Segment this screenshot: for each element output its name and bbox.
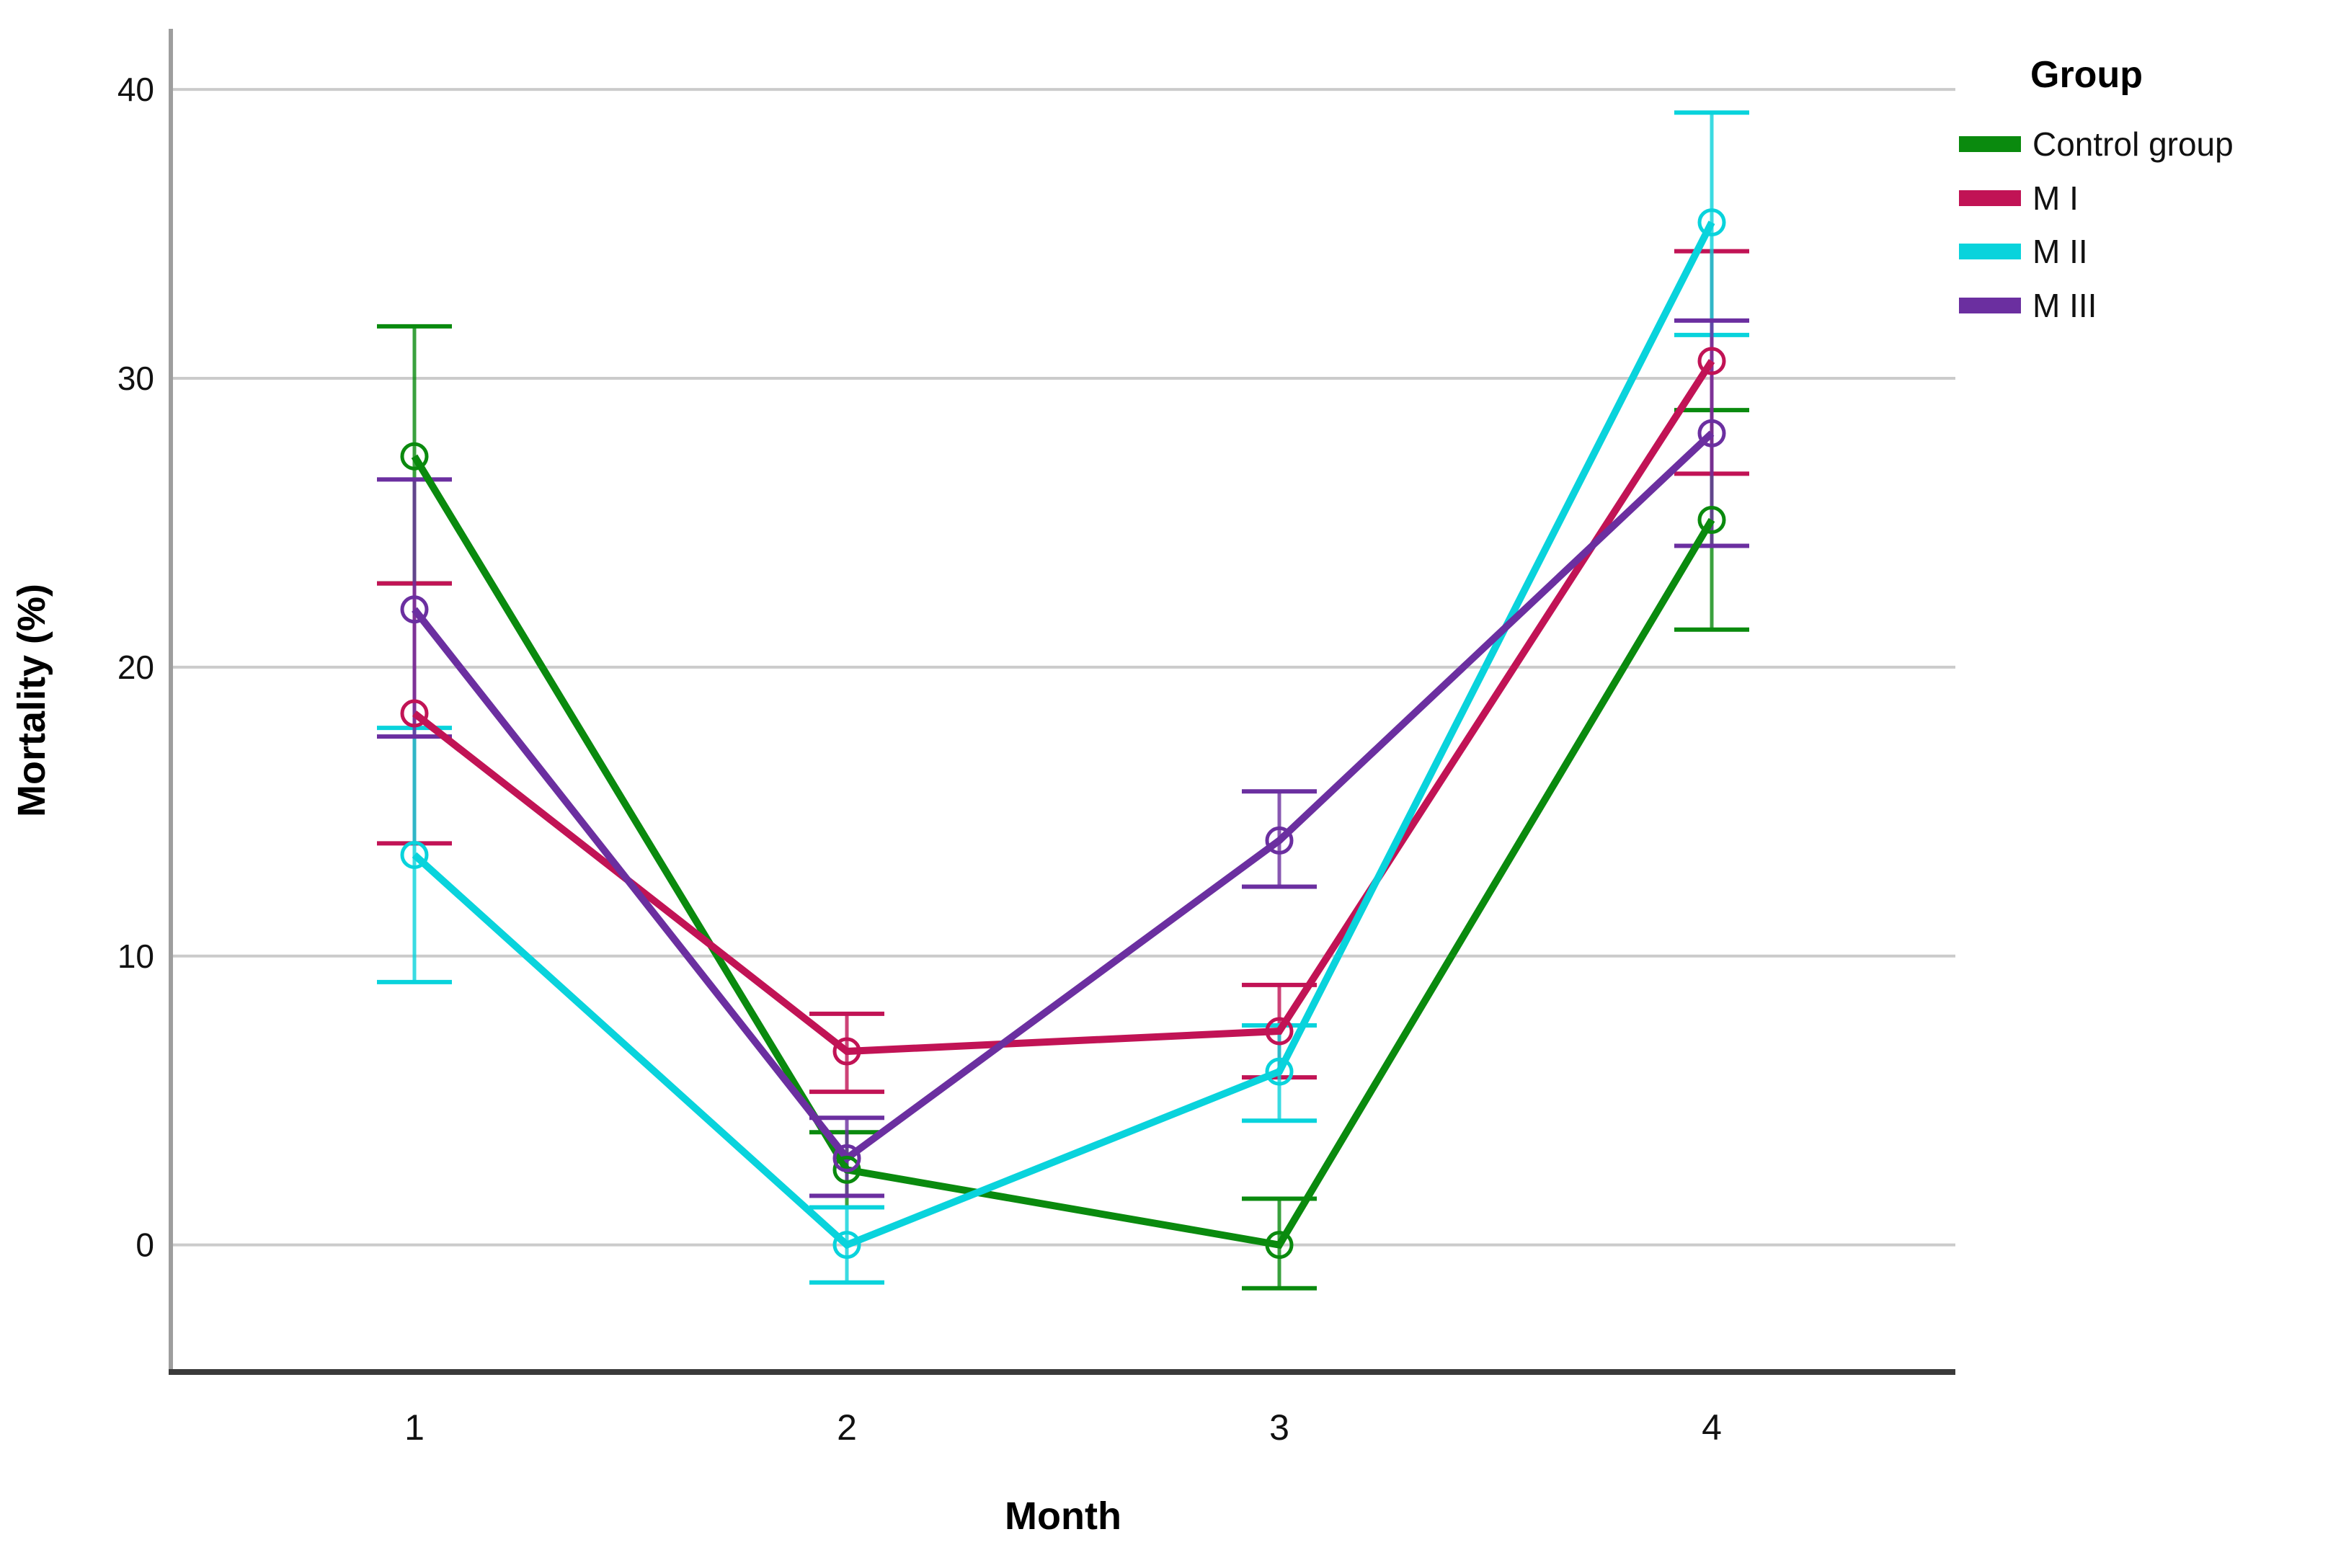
marker-m-iii-month-1 [400,595,429,624]
x-tick-label-3: 3 [1269,1407,1289,1448]
markers-control-group [400,442,1726,1260]
series-lines [411,220,1715,1250]
marker-control-group-month-2 [832,1155,861,1184]
legend-label-m-iii: M III [2032,287,2097,324]
marker-m-ii-month-4 [1697,208,1726,237]
legend-items: Control group M I M II M III [1959,125,2234,324]
marker-m-i-month-1 [400,699,429,728]
x-axis-title: Month [1005,1494,1121,1538]
y-tick-label-40: 40 [117,71,154,108]
marker-control-group-month-4 [1697,505,1726,534]
legend-swatch-m-ii [1959,244,2021,259]
marker-m-i-month-2 [832,1037,861,1066]
marker-m-ii-month-2 [832,1231,861,1260]
marker-m-ii-month-3 [1265,1057,1294,1086]
series-markers [400,208,1726,1260]
axes [169,29,1955,1375]
marker-control-group-month-3 [1265,1231,1294,1260]
legend-title: Group [2030,54,2143,96]
markers-m-i [400,347,1726,1066]
x-tick-label-2: 2 [837,1407,857,1448]
legend-swatch-control-group [1959,136,2021,152]
legend-item-m-ii: M II [1959,233,2088,270]
markers-m-ii [400,208,1726,1260]
x-tick-label-4: 4 [1702,1407,1722,1448]
legend-item-control-group: Control group [1959,125,2234,163]
legend-swatch-m-iii [1959,298,2021,313]
marker-m-ii-month-1 [400,840,429,869]
marker-m-i-month-3 [1265,1017,1294,1046]
legend: Group Control group M I M II M III [1959,54,2234,324]
y-tick-label-20: 20 [117,649,154,686]
legend-swatch-m-i [1959,190,2021,206]
legend-item-m-iii: M III [1959,287,2097,324]
line-m-i [412,359,1715,1056]
legend-item-m-i: M I [1959,179,2079,217]
line-m-ii [412,220,1715,1250]
line-control-group [411,454,1715,1250]
marker-m-i-month-4 [1697,347,1726,375]
error-bars-m-ii [377,110,1749,1285]
x-tick-label-1: 1 [404,1407,425,1448]
marker-control-group-month-1 [400,442,429,471]
legend-label-control-group: Control group [2032,125,2234,163]
legend-label-m-ii: M II [2032,233,2088,270]
error-bars [377,110,1749,1291]
error-bars-m-iii [377,318,1749,1198]
tick-labels: 0 10 20 30 40 1 2 3 4 [117,71,1722,1448]
marker-m-iii-month-3 [1265,826,1294,855]
line-m-iii [412,430,1715,1164]
y-tick-label-0: 0 [135,1226,154,1264]
y-tick-label-10: 10 [117,937,154,975]
marker-m-iii-month-4 [1697,419,1726,447]
marker-m-iii-month-2 [832,1144,861,1172]
y-axis-title: Mortality (%) [10,584,53,817]
gridlines [171,88,1955,1247]
legend-label-m-i: M I [2032,179,2079,217]
y-tick-label-30: 30 [117,360,154,397]
markers-m-iii [400,419,1726,1172]
